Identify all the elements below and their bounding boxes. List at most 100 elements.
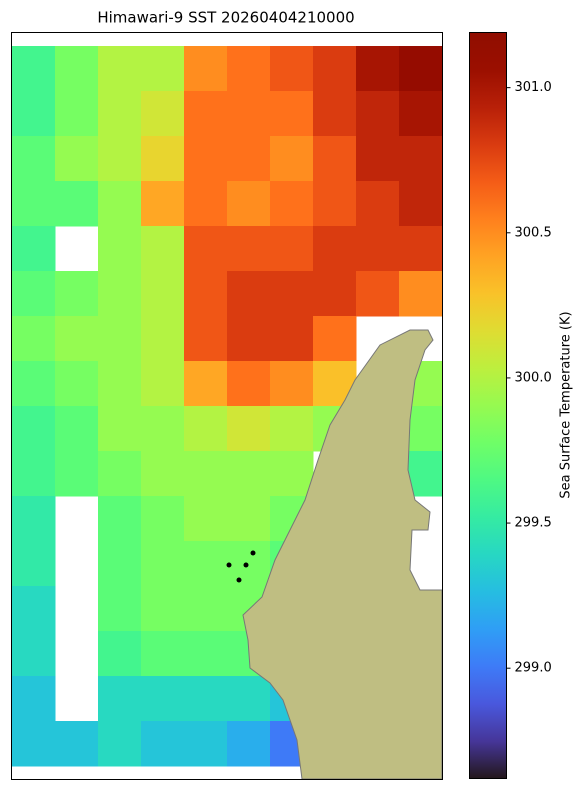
heatmap-cell — [313, 181, 357, 227]
heatmap-cell — [12, 271, 56, 317]
heatmap-cell — [227, 541, 271, 587]
heatmap-cell — [184, 721, 228, 767]
heatmap-cell — [270, 316, 314, 362]
heatmap-cell — [227, 496, 271, 542]
heatmap-cell — [399, 226, 443, 272]
heatmap-cell — [12, 136, 56, 182]
heatmap-cell — [12, 361, 56, 407]
heatmap-cell — [55, 91, 99, 137]
heatmap-cell — [98, 406, 142, 452]
heatmap-cell — [141, 181, 185, 227]
heatmap-cell — [55, 316, 99, 362]
heatmap-cell — [98, 631, 142, 677]
heatmap-cell — [313, 46, 357, 92]
heatmap-cell — [270, 226, 314, 272]
heatmap-cell — [227, 361, 271, 407]
heatmap-cell — [270, 271, 314, 317]
heatmap-cell — [141, 676, 185, 722]
heatmap-cell — [184, 181, 228, 227]
heatmap-cell — [184, 406, 228, 452]
heatmap-cell — [227, 226, 271, 272]
heatmap-cell — [313, 91, 357, 137]
heatmap-cell — [55, 271, 99, 317]
heatmap-cell — [270, 406, 314, 452]
chart-title: Himawari-9 SST 20260404210000 — [97, 9, 354, 27]
heatmap-cell — [141, 541, 185, 587]
heatmap-cell — [356, 136, 400, 182]
heatmap-cell — [55, 721, 99, 767]
heatmap-cell — [141, 496, 185, 542]
heatmap-cell — [55, 406, 99, 452]
heatmap-cell — [184, 586, 228, 632]
heatmap-cell — [313, 271, 357, 317]
heatmap-cell — [141, 361, 185, 407]
heatmap-cell — [98, 721, 142, 767]
heatmap-cell — [141, 46, 185, 92]
heatmap-cell — [356, 46, 400, 92]
heatmap-cell — [12, 451, 56, 497]
station — [250, 550, 256, 556]
heatmap-cell — [55, 451, 99, 497]
station — [226, 562, 232, 568]
heatmap-cell — [12, 181, 56, 227]
heatmap-cell — [141, 406, 185, 452]
heatmap-cell — [227, 91, 271, 137]
heatmap-cell — [12, 226, 56, 272]
colorbar-tick-label: 299.0 — [515, 661, 552, 676]
heatmap-cell — [12, 721, 56, 767]
heatmap-cell — [399, 91, 443, 137]
heatmap-cell — [184, 226, 228, 272]
heatmap-cell — [141, 721, 185, 767]
heatmap-cell — [399, 46, 443, 92]
heatmap-cell — [270, 91, 314, 137]
heatmap-cell — [227, 46, 271, 92]
heatmap-cell — [12, 541, 56, 587]
colorbar-label: Sea Surface Temperature (K) — [559, 311, 574, 498]
heatmap-cell — [356, 226, 400, 272]
heatmap-cell — [356, 271, 400, 317]
heatmap-cell — [98, 451, 142, 497]
heatmap-cell — [141, 271, 185, 317]
heatmap-cell — [184, 46, 228, 92]
heatmap-cell — [227, 181, 271, 227]
colorbar-tick-label: 300.5 — [515, 225, 552, 240]
heatmap-cell — [98, 136, 142, 182]
heatmap-cell — [12, 406, 56, 452]
heatmap-cell — [141, 451, 185, 497]
heatmap-cell — [184, 541, 228, 587]
heatmap-cell — [227, 676, 271, 722]
heatmap-cell — [98, 676, 142, 722]
heatmap — [12, 46, 443, 767]
heatmap-cell — [313, 136, 357, 182]
heatmap-cell — [98, 226, 142, 272]
heatmap-cell — [141, 316, 185, 362]
heatmap-cell — [98, 496, 142, 542]
heatmap-cell — [356, 91, 400, 137]
heatmap-cell — [184, 496, 228, 542]
colorbar-tick-label: 300.0 — [515, 370, 552, 385]
heatmap-cell — [270, 136, 314, 182]
heatmap-cell — [141, 136, 185, 182]
heatmap-cell — [270, 181, 314, 227]
heatmap-cell — [270, 361, 314, 407]
heatmap-cell — [313, 316, 357, 362]
heatmap-cell — [141, 91, 185, 137]
heatmap-cell — [184, 136, 228, 182]
land — [242, 329, 443, 780]
heatmap-cell — [55, 181, 99, 227]
heatmap-cell — [184, 676, 228, 722]
heatmap-cell — [227, 316, 271, 362]
heatmap-cell — [184, 631, 228, 677]
heatmap-cell — [313, 226, 357, 272]
heatmap-cell — [98, 181, 142, 227]
heatmap-cell — [141, 226, 185, 272]
heatmap-cell — [399, 181, 443, 227]
heatmap-cell — [227, 721, 271, 767]
heatmap-cell — [98, 361, 142, 407]
heatmap-cell — [12, 46, 56, 92]
heatmap-cell — [12, 496, 56, 542]
map-frame — [11, 32, 443, 780]
heatmap-cell — [227, 406, 271, 452]
heatmap-cell — [141, 586, 185, 632]
